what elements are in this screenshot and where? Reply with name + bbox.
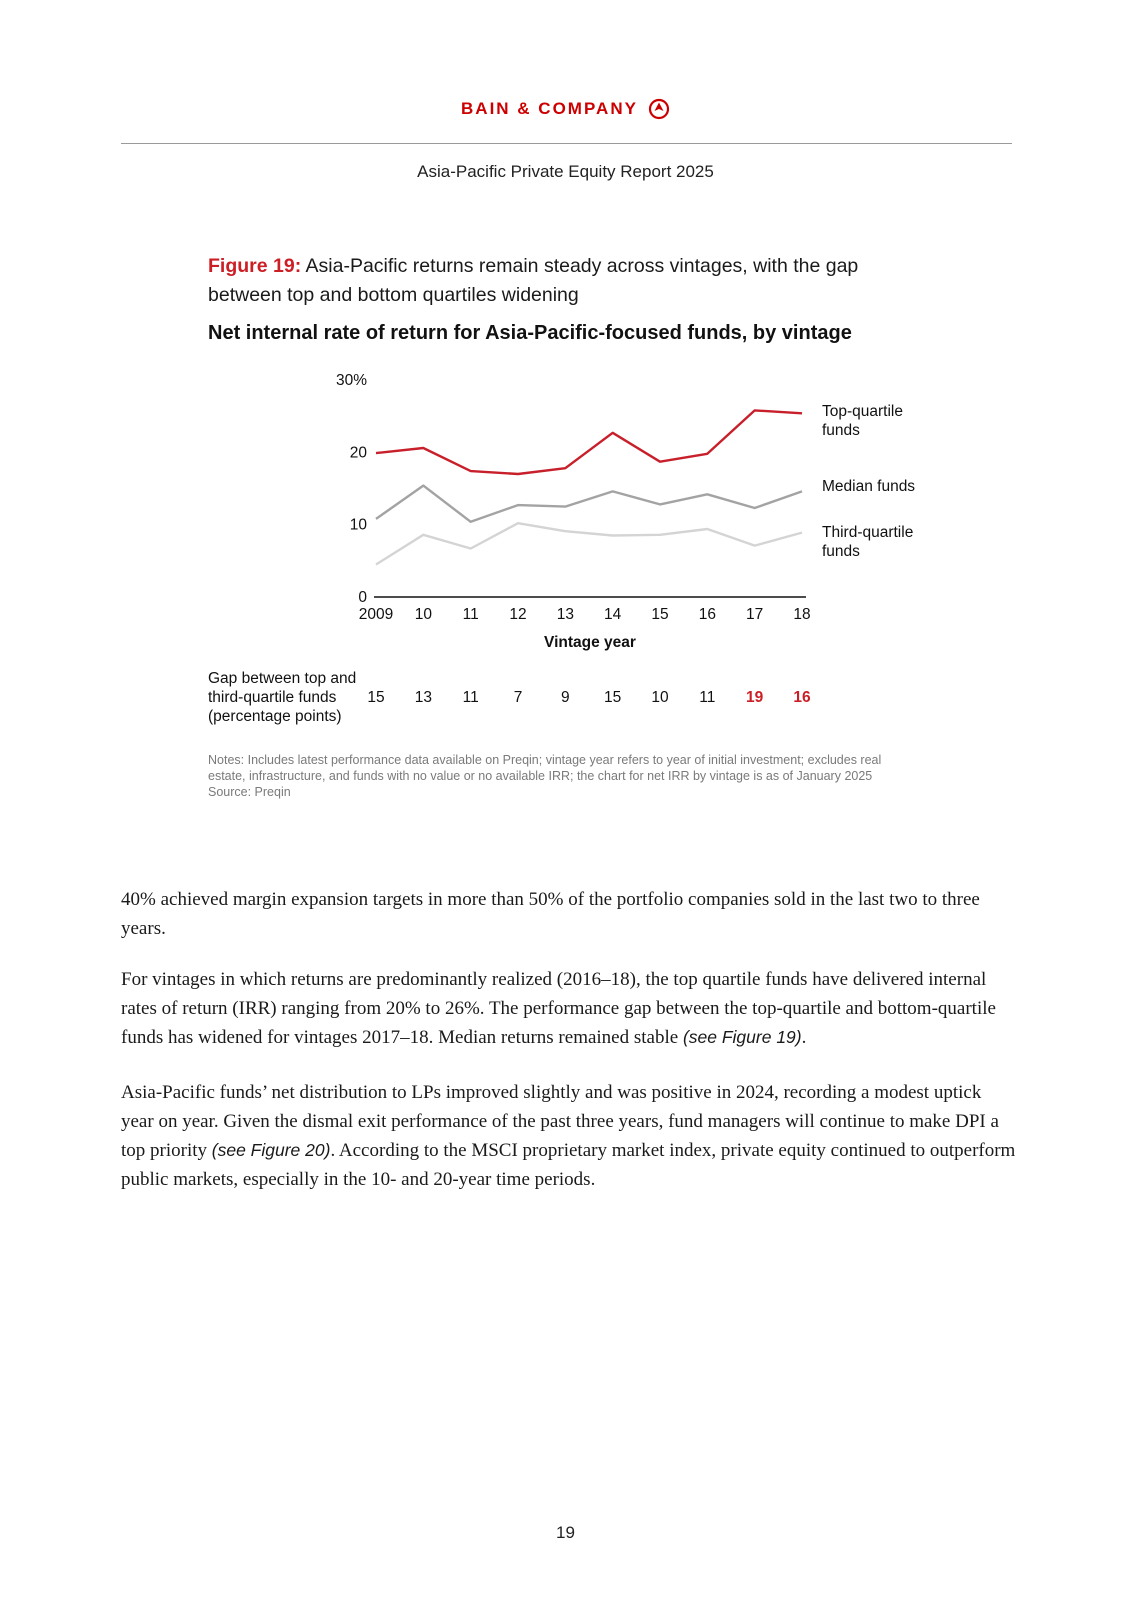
gap-values-row: 15 13 11 7 9 15 10 11 19 16 xyxy=(0,689,1131,709)
figure-19-reference: (see Figure 19) xyxy=(682,1027,802,1048)
gap-value: 19 xyxy=(746,689,764,706)
paragraph-3-end: . According to the MSCI proprietary mark… xyxy=(121,1140,1016,1191)
top-quartile-funds-line xyxy=(375,409,803,476)
figure-caption-text: Asia-Pacific returns remain steady acros… xyxy=(208,255,859,306)
figure-20-reference: (see Figure 20) xyxy=(211,1140,331,1161)
gap-value: 10 xyxy=(651,689,669,706)
body-paragraph-2: For vintages in which returns are predom… xyxy=(121,966,1016,1053)
y-tick-label: 10 xyxy=(350,517,368,534)
figure-label: Figure 19: xyxy=(208,255,302,277)
x-tick-label: 17 xyxy=(746,606,763,623)
x-tick-label: 15 xyxy=(651,606,668,623)
gap-value: 7 xyxy=(513,689,523,706)
x-tick-label: 11 xyxy=(463,606,479,623)
header-divider xyxy=(121,143,1012,144)
gap-value: 15 xyxy=(367,689,385,706)
figure-notes: Notes: Includes latest performance data … xyxy=(208,752,918,800)
notes-text: Notes: Includes latest performance data … xyxy=(208,753,882,783)
y-tick-label: 20 xyxy=(350,444,368,461)
x-tick-label: 16 xyxy=(699,606,716,623)
x-tick-label: 10 xyxy=(415,606,433,623)
gap-value: 11 xyxy=(699,689,716,706)
brand-name: BAIN & COMPANY xyxy=(461,99,638,118)
y-tick-label: 30% xyxy=(336,372,367,389)
chart-title: Net internal rate of return for Asia-Pac… xyxy=(208,322,852,344)
paragraph-3-text: Asia-Pacific funds’ net distribution to … xyxy=(121,1082,999,1162)
brand-header: BAIN & COMPANY xyxy=(0,98,1131,120)
report-title: Asia-Pacific Private Equity Report 2025 xyxy=(417,162,714,181)
x-tick-label: 13 xyxy=(557,606,574,623)
gap-row-label: Gap between top and third-quartile funds… xyxy=(208,670,357,725)
x-tick-label: 18 xyxy=(793,606,810,623)
bain-logo-icon xyxy=(648,98,670,120)
y-tick-label: 0 xyxy=(358,589,367,606)
gap-value: 15 xyxy=(604,689,622,706)
x-tick-label: 14 xyxy=(604,606,622,623)
gap-value: 11 xyxy=(462,689,479,706)
third-quartile-funds-line xyxy=(375,522,803,566)
page-number: 19 xyxy=(556,1523,575,1542)
body-paragraph-3: Asia-Pacific funds’ net distribution to … xyxy=(121,1079,1016,1195)
legend-label: Top-quartile funds xyxy=(822,403,903,439)
gap-value: 16 xyxy=(793,689,811,706)
median-funds-line xyxy=(375,484,803,523)
paragraph-2-end: . xyxy=(801,1027,807,1049)
x-tick-label: 2009 xyxy=(359,606,393,623)
legend-label: Median funds xyxy=(822,478,915,495)
x-tick-label: 12 xyxy=(509,606,526,623)
gap-value: 13 xyxy=(414,689,432,706)
source-text: Source: Preqin xyxy=(208,785,291,799)
legend-label: Third-quartile funds xyxy=(822,524,913,560)
paragraph-2-text: For vintages in which returns are predom… xyxy=(121,969,996,1049)
x-axis-title: Vintage year xyxy=(544,634,636,651)
body-paragraph-1: 40% achieved margin expansion targets in… xyxy=(121,886,1016,943)
gap-value: 9 xyxy=(561,689,570,706)
figure-caption: Figure 19: Asia-Pacific returns remain s… xyxy=(208,252,928,310)
paragraph-1-text: 40% achieved margin expansion targets in… xyxy=(121,889,980,939)
